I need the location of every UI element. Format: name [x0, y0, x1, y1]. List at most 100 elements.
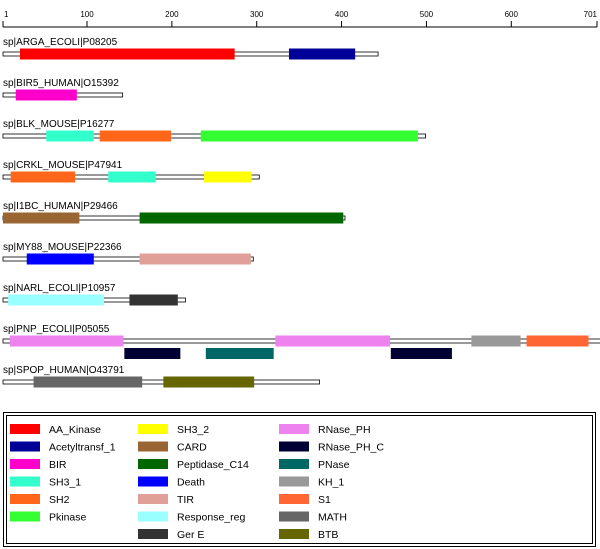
domain-sh3-2: [204, 171, 252, 183]
protein-pnp: sp|PNP_ECOLI|P05055: [2, 324, 600, 359]
legend-swatch: [279, 529, 309, 539]
ruler: 1 100 200 300 400 500 600 701: [2, 10, 598, 28]
protein-arga: sp|ARGA_ECOLI|P08205: [2, 37, 379, 60]
legend-swatch: [10, 494, 40, 504]
legend-item: Ger E: [138, 529, 204, 541]
legend-label: BIR: [49, 459, 67, 471]
legend-swatch: [279, 476, 309, 487]
legend-label: BTB: [318, 529, 338, 541]
protein-label: sp|BLK_MOUSE|P16277: [3, 119, 115, 130]
domain-sh3-1: [46, 130, 94, 142]
ruler-tick-label: 500: [420, 10, 434, 19]
legend-label: Death: [177, 477, 205, 489]
legend-item: Response_reg: [138, 511, 245, 524]
legend-swatch: [10, 441, 40, 452]
legend: AA_Kinase Acetyltransf_1 BIR SH3_1 SH2 Pkinas…: [3, 412, 596, 547]
domain-tir: [139, 253, 251, 265]
legend-item: BTB: [279, 529, 338, 541]
legend-item: SH3_2: [138, 424, 209, 436]
legend-swatch: [138, 441, 168, 452]
protein-narl: sp|NARL_ECOLI|P10957: [2, 283, 186, 306]
ruler-tick-label: 1: [4, 10, 9, 19]
legend-label: SH3_1: [49, 477, 81, 489]
ruler-tick-label: 300: [250, 10, 264, 19]
legend-label: Ger E: [177, 529, 204, 541]
legend-swatch: [10, 459, 40, 469]
legend-item: SH3_1: [10, 476, 81, 489]
legend-item: Acetyltransf_1: [10, 441, 116, 454]
domain-sh2: [99, 130, 172, 142]
protein-blk: sp|BLK_MOUSE|P16277: [2, 119, 426, 142]
legend-label: CARD: [177, 442, 207, 454]
legend-label: MATH: [318, 512, 347, 524]
ruler-tick-label: 100: [80, 10, 94, 19]
legend-swatch: [279, 424, 309, 434]
protein-label: sp|I1BC_HUMAN|P29466: [3, 201, 118, 212]
legend-label: Pkinase: [49, 512, 87, 524]
protein-label: sp|CRKL_MOUSE|P47941: [3, 160, 123, 171]
protein-i1bc: sp|I1BC_HUMAN|P29466: [2, 201, 346, 224]
legend-swatch: [279, 511, 309, 522]
domain-ger-e: [129, 294, 178, 306]
protein-bir5: sp|BIR5_HUMAN|O15392: [2, 78, 124, 101]
protein-label: sp|NARL_ECOLI|P10957: [3, 283, 116, 294]
legend-swatch: [138, 511, 168, 522]
legend-label: Acetyltransf_1: [49, 442, 116, 454]
protein-label: sp|SPOP_HUMAN|O43791: [3, 365, 125, 376]
legend-swatch: [10, 511, 40, 522]
protein-backbone: [2, 379, 320, 385]
legend-item: S1: [279, 494, 331, 506]
legend-swatch: [10, 424, 40, 434]
domain-rnase-ph-c: [390, 348, 452, 359]
ruler-tick-label: 200: [165, 10, 179, 19]
domain-btb: [163, 376, 255, 388]
domain-acetyltransf-1: [288, 48, 356, 60]
domain-kh-1: [471, 335, 521, 347]
legend-item: SH2: [10, 494, 70, 506]
legend-item: PNase: [279, 459, 350, 471]
legend-item: RNase_PH_C: [279, 441, 384, 454]
domain-peptidase-c14: [139, 212, 344, 224]
protein-spop: sp|SPOP_HUMAN|O43791: [2, 365, 320, 388]
legend-item: Death: [138, 476, 205, 489]
legend-item: KH_1: [279, 476, 344, 489]
legend-label: S1: [318, 494, 331, 506]
protein-backbone: [2, 256, 254, 262]
legend-label: RNase_PH: [318, 424, 371, 436]
domain-sh3-1: [108, 171, 156, 183]
domain-sh2: [10, 171, 76, 183]
legend-swatch: [279, 494, 309, 504]
domain-s1: [526, 335, 589, 347]
domain-response-reg: [8, 294, 104, 306]
ruler-tick-label: 701: [584, 10, 598, 19]
ruler-tick-label: 600: [505, 10, 519, 19]
legend-swatch: [138, 459, 168, 469]
protein-crkl: sp|CRKL_MOUSE|P47941: [2, 160, 260, 183]
protein-label: sp|MY88_MOUSE|P22366: [3, 242, 122, 253]
domain-math: [33, 376, 143, 388]
legend-swatch: [10, 476, 40, 487]
domain-rnase-ph: [9, 335, 124, 347]
legend-label: SH2: [49, 494, 70, 506]
protein-label: sp|BIR5_HUMAN|O15392: [3, 78, 119, 89]
legend-item: Pkinase: [10, 511, 87, 524]
domain-pnase: [205, 348, 274, 359]
legend-item: MATH: [279, 511, 347, 524]
protein-label: sp|ARGA_ECOLI|P08205: [3, 37, 118, 48]
legend-item: CARD: [138, 441, 207, 454]
domain-card: [3, 212, 80, 224]
domain-death: [26, 253, 94, 265]
legend-swatch: [138, 529, 168, 539]
legend-swatch: [279, 459, 309, 469]
legend-label: KH_1: [318, 477, 344, 489]
protein-tracks: sp|ARGA_ECOLI|P08205 sp|BIR5_HUMAN|O15392…: [2, 37, 600, 388]
legend-swatch: [138, 476, 168, 487]
legend-item: Peptidase_C14: [138, 459, 249, 471]
legend-item: BIR: [10, 459, 67, 471]
legend-item: RNase_PH: [279, 424, 371, 436]
legend-label: AA_Kinase: [49, 424, 101, 436]
legend-label: TIR: [177, 494, 194, 506]
legend-swatch: [279, 441, 309, 452]
legend-label: SH3_2: [177, 424, 209, 436]
domain-aa-kinase: [19, 48, 235, 60]
